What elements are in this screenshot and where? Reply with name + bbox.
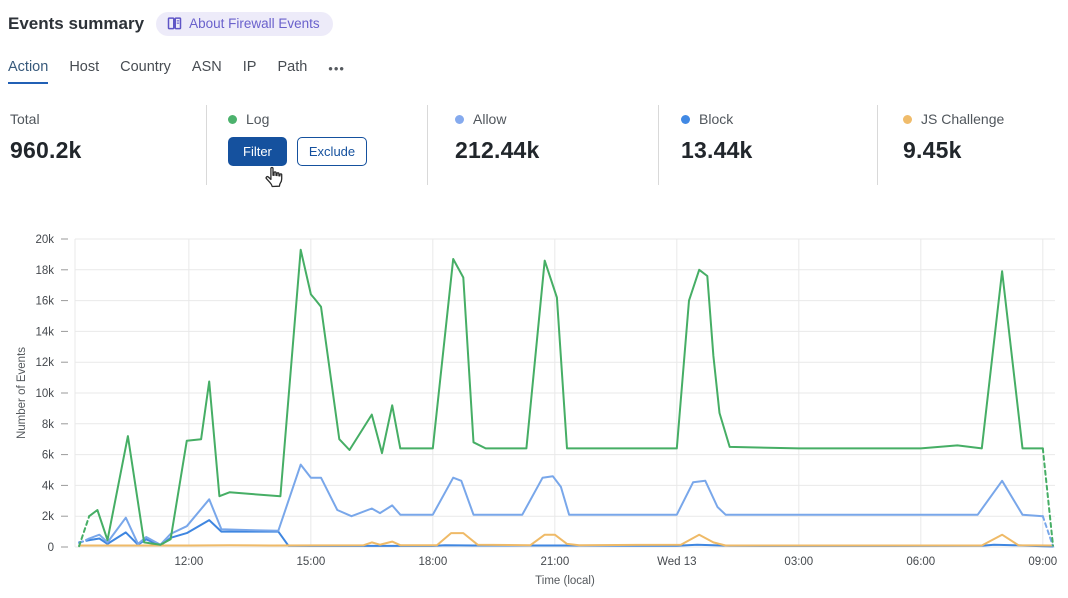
tab-action[interactable]: Action [8,59,49,84]
x-axis-title: Time (local) [535,575,595,587]
stat-total: Total 960.2k [0,105,206,185]
stat-allow: Allow 212.44k [427,105,658,185]
js-challenge-label: JS Challenge [921,111,1005,127]
x-tick-label: 06:00 [906,556,935,568]
x-tick-label: 18:00 [418,556,447,568]
series-Allow-dashed-end [1041,515,1054,548]
about-firewall-events-badge[interactable]: About Firewall Events [156,12,333,36]
exclude-button[interactable]: Exclude [296,137,368,166]
y-tick-label: 12k [35,357,54,369]
page-title: Events summary [8,14,145,33]
about-badge-label: About Firewall Events [189,16,320,31]
js-challenge-value: 9.45k [903,137,962,163]
y-tick-label: 6k [42,450,54,462]
total-value: 960.2k [10,137,82,163]
y-tick-label: 2k [42,511,54,523]
events-summary-stats: Total 960.2k Log Filter Exclude Allow 21… [0,105,1068,185]
header: Events summary About Firewall Events [8,12,333,36]
y-tick-label: 0 [48,542,54,554]
series-Log-line [88,248,1044,546]
y-axis-title: Number of Events [16,347,28,439]
y-tick-label: 14k [35,326,54,338]
tab-ip[interactable]: IP [242,59,257,75]
y-tick-label: 16k [35,296,54,308]
allow-label: Allow [473,111,507,127]
block-legend-dot [681,114,690,124]
tab-asn[interactable]: ASN [191,59,222,75]
y-tick-label: 18k [35,265,54,277]
js-challenge-legend-dot [903,114,912,124]
events-chart[interactable]: 0 2k 4k 6k 8k 10k 12k 14k 16k 18k 20k 12:00 15:00 18:… [0,223,1068,598]
series-Block-line [88,519,1054,548]
block-label: Block [699,111,734,127]
allow-value: 212.44k [455,137,540,163]
tab-bar: Action Host Country ASN IP Path ••• [8,59,345,84]
y-tick-label: 8k [42,419,54,431]
y-tick-label: 4k [42,480,54,492]
book-icon [167,16,182,31]
allow-legend-dot [455,114,464,124]
total-label: Total [10,111,40,127]
x-tick-label: 21:00 [540,556,569,568]
series-Log-dashed-end [1041,447,1054,547]
series-Allow-line [88,463,1044,546]
y-tick-label: 10k [35,388,54,400]
tab-country[interactable]: Country [120,59,171,75]
log-label: Log [246,111,270,127]
x-tick-label: 03:00 [784,556,813,568]
x-tick-label: 15:00 [296,556,325,568]
tabs-more-button[interactable]: ••• [328,61,345,76]
y-tick-label: 20k [35,234,54,246]
series-JS Challenge-line [78,532,1054,547]
series-Log-dashed-start [78,515,91,548]
log-legend-dot [228,114,237,124]
x-tick-label: 12:00 [174,556,203,568]
block-value: 13.44k [681,137,753,163]
stat-js-challenge: JS Challenge 9.45k [877,105,1068,185]
tab-host[interactable]: Host [69,59,100,75]
x-tick-label: Wed 13 [657,556,696,568]
stat-log: Log Filter Exclude [206,105,427,185]
filter-button[interactable]: Filter [228,137,287,166]
x-tick-label: 09:00 [1028,556,1057,568]
stat-block: Block 13.44k [658,105,877,185]
tab-path[interactable]: Path [277,59,308,75]
